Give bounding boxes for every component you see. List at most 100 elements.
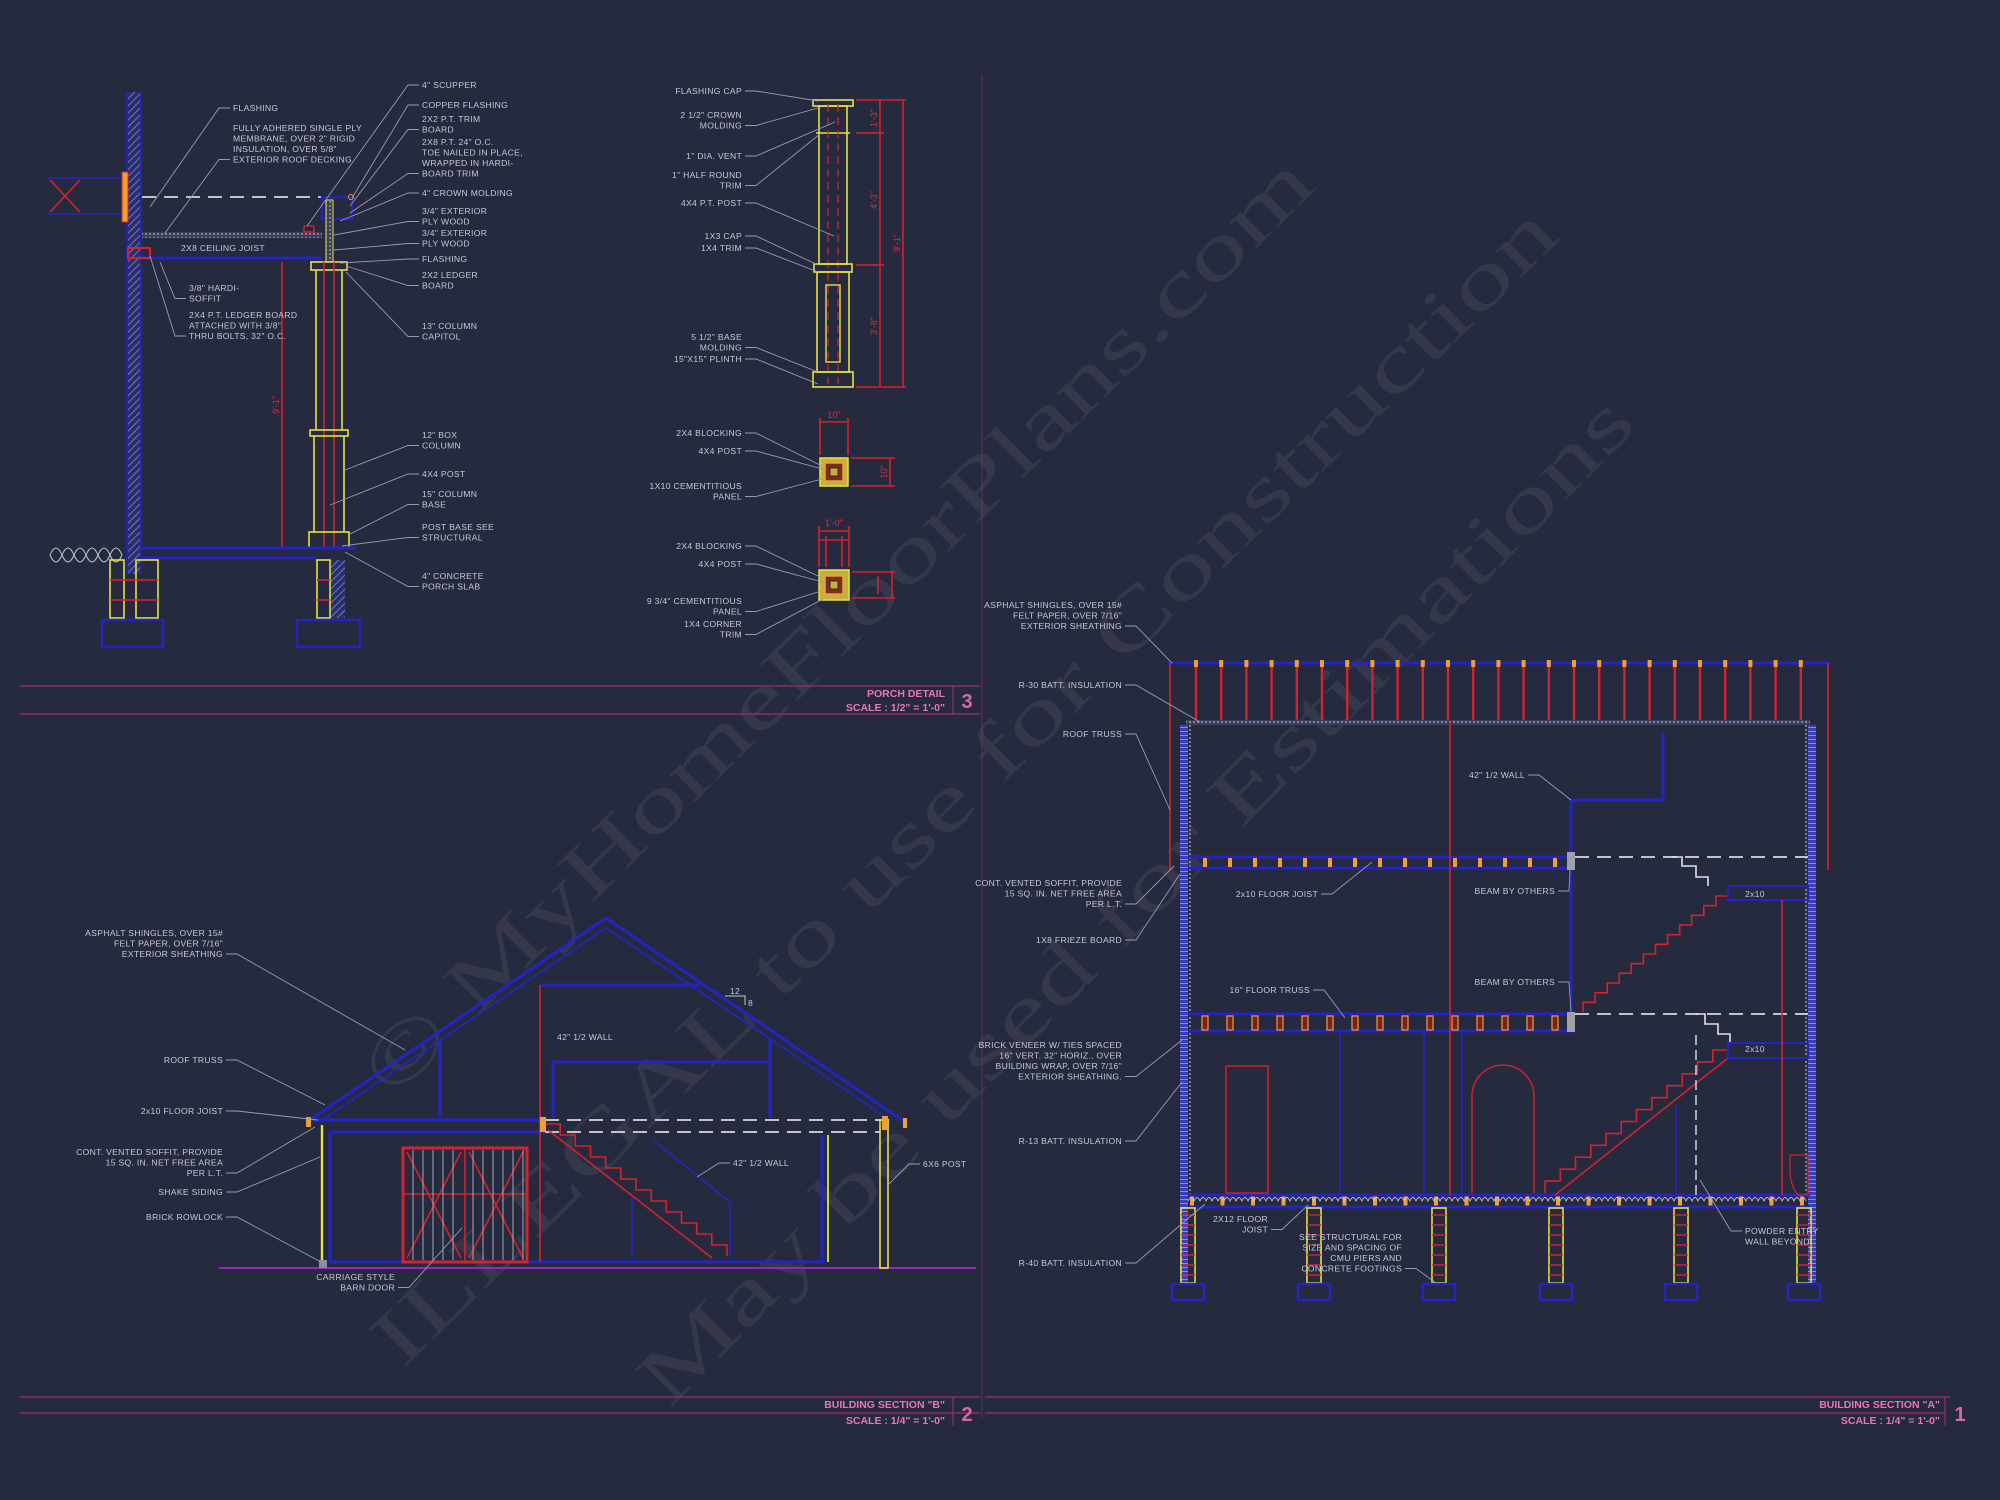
column-labels-post-2-label: 4X4 POST [699,559,743,569]
labels-crown-molding-callout: 4" CROWN MOLDING [339,188,513,222]
sheet-frame [20,75,1950,1425]
labels-porch-slab-callout: 4" CONCRETE PORCH SLAB [344,551,484,592]
labels-frieze-board-callout: 1X8 FRIEZE BOARD [1036,873,1181,945]
label-line: POWDER ENTRY [1745,1226,1819,1236]
floor-joist-mark [1503,858,1507,867]
labels-roof-truss-callout: ROOF TRUSS [1063,729,1171,811]
leader-line [226,1156,321,1193]
leader-line [1699,1179,1742,1232]
label-line: THRU BOLTS, 32" O.C. [189,331,286,341]
floor-joist-mark [1453,858,1457,867]
leader-line [159,261,186,299]
labels-floor-joist-2x12-callout: 2X12 FLOOR JOIST [1213,1204,1309,1235]
labels-post-base-label: POST BASE SEE STRUCTURAL [422,522,494,543]
ground-joist-mark [1525,1195,1530,1207]
label-line: 2x10 FLOOR JOIST [1236,889,1319,899]
truss-cap [1572,660,1576,667]
column-labels-post-1-label: 4X4 POST [699,446,743,456]
label-line: R-13 BATT. INSULATION [1019,1136,1122,1146]
label-line: EXTERIOR SHEATHING [122,949,223,959]
labels-column-base-label: 15" COLUMN BASE [422,489,477,510]
base-height-dim: 3'-8" [869,317,879,335]
label-line: 2X2 LEDGER [422,270,478,280]
floor-joist-mark [1228,858,1232,867]
labels-floor-joist-callout: 2x10 FLOOR JOIST [141,1106,319,1121]
labels-porch-slab-label: 4" CONCRETE PORCH SLAB [422,571,484,592]
beam-upper [1567,852,1575,870]
labels-scupper-callout: 4" SCUPPER [306,80,476,227]
labels-brick-veneer-label: BRICK VENEER W/ TIES SPACED 16" VERT. 32"… [979,1040,1122,1082]
label-line: FULLY ADHERED SINGLE PLY [233,123,362,133]
leader-line [1125,733,1171,811]
label-line: BRICK VENEER W/ TIES SPACED [979,1040,1122,1050]
truss-cap [1395,660,1400,667]
column-labels-blocking-1-callout: 2X4 BLOCKING [676,428,823,467]
section-b-drawing: 12 8 [219,916,976,1269]
leader-line [745,563,827,584]
leader-line [1405,1268,1437,1284]
ground-joist-mark [1769,1195,1774,1207]
leader-line [745,121,836,157]
leader-line [1528,774,1572,801]
labels-half-wall-label: 42" 1/2 WALL [1469,770,1525,780]
label-line: BOARD TRIM [422,169,479,179]
leader-line [745,590,822,612]
ground-joist-mark [1281,1195,1286,1207]
section-a-title-block: BUILDING SECTION "A" SCALE : 1/4" = 1'-0… [1819,1399,1965,1427]
labels-membrane-label: FULLY ADHERED SINGLE PLY MEMBRANE, OVER 2… [233,123,362,165]
label-line: R-30 BATT. INSULATION [1019,680,1122,690]
column-labels-plinth-callout: 15"X15" PLINTH [674,354,819,385]
cmu-pier [1170,1207,1206,1302]
section-a-scale: SCALE : 1/4" = 1'-0" [1841,1415,1940,1427]
labels-beam-upper-label: BEAM BY OTHERS [1475,886,1555,896]
truss-cap [1672,660,1677,667]
leader-line [745,133,821,186]
floor-joist-mark [1428,858,1432,867]
column-labels-base-molding-callout: 5 1/2" BASE MOLDING [691,332,819,373]
labels-ceiling-joist-callout: 2X8 CEILING JOIST [181,243,265,253]
label-line: 2x10 FLOOR JOIST [141,1106,224,1116]
labels-shingles-label: ASPHALT SHINGLES, OVER 15# FELT PAPER, OV… [984,600,1122,631]
floor-joist-mark [1528,858,1532,867]
ground-joist-mark [1251,1195,1255,1207]
footing-left [100,618,165,649]
floor-joist-mark [1353,858,1357,867]
ground-joist-mark [1190,1195,1194,1207]
leader-line [226,1059,326,1106]
labels-brick-rowlock-callout: BRICK ROWLOCK [146,1212,322,1263]
column-labels-corner-trim-callout: 1X4 CORNER TRIM [684,598,824,640]
column-labels-plinth-label: 15"X15" PLINTH [674,354,742,364]
label-line: 1X3 CAP [705,231,742,241]
floor-joist-mark [1253,858,1257,867]
floor-truss-mark [1351,1015,1359,1031]
label-line: FLASHING [422,254,467,264]
labels-floor-joist-label: 2x10 FLOOR JOIST [141,1106,224,1116]
column-labels-cap-1x3-label: 1X3 CAP [705,231,742,241]
labels-beam-lower-label: BEAM BY OTHERS [1475,977,1555,987]
labels-roof-truss-label: ROOF TRUSS [1063,729,1122,739]
label-line: SHAKE SIDING [158,1187,223,1197]
labels-post-4x4-callout: 4X4 POST [329,469,466,506]
labels-shingles-callout: ASPHALT SHINGLES, OVER 15# FELT PAPER, OV… [984,600,1173,664]
label-line: PANEL [713,492,742,502]
label-line: 42" 1/2 WALL [733,1158,789,1168]
labels-box-column-callout: 12" BOX COLUMN [344,430,461,471]
scupper [303,225,315,233]
label-line: 4" CONCRETE [422,571,484,581]
label-line: SOFFIT [189,294,222,304]
label-line: 13" COLUMN [422,321,477,331]
label-line: 2x10 [1745,1044,1765,1054]
landing-lower [1727,1042,1809,1059]
label-line: 2X4 BLOCKING [676,428,742,438]
labels-ceiling-joist-label: 2X8 CEILING JOIST [181,243,265,253]
labels-plywood-2-callout: 3/4" EXTERIOR PLY WOOD [333,228,487,251]
labels-powder-wall-label: POWDER ENTRY WALL BEYOND [1745,1226,1819,1247]
section-b-scale: SCALE : 1/4" = 1'-0" [846,1415,945,1427]
leader-line [349,504,419,535]
label-line: 42" 1/2 WALL [557,1032,613,1042]
labels-half-wall-upper-label: 42" 1/2 WALL [557,1032,613,1042]
labels-half-wall-upper-callout: 42" 1/2 WALL [557,1032,613,1042]
watermark-line-2: ILLEGAL to use for Construction [353,188,1574,1382]
column-total-dim: 9'-1" [892,234,902,252]
column-labels-flashing-cap-callout: FLASHING CAP [675,86,819,102]
